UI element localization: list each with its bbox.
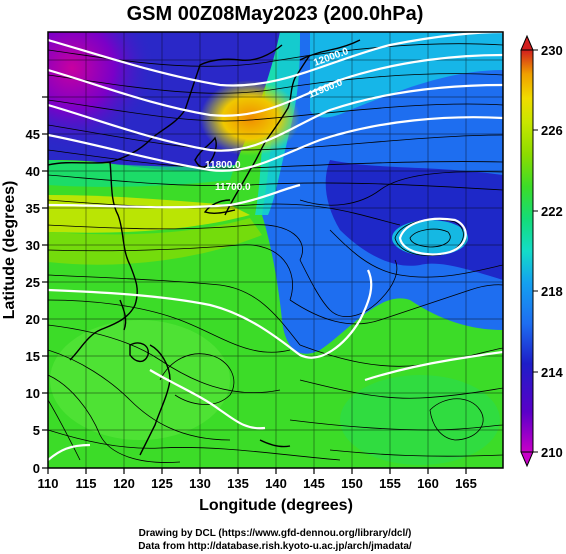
y-tick-label: 40: [26, 164, 40, 179]
x-tick-label: 130: [189, 476, 211, 491]
y-tick-label: 25: [26, 275, 40, 290]
y-tick-label: 15: [26, 349, 40, 364]
footer-credit-dcl: Drawing by DCL (https://www.gfd-dennou.o…: [139, 528, 412, 539]
y-axis: 0 5 10 15 20 25 30 35 40 45 Latitude (de…: [1, 96, 48, 476]
field-northwest-magenta: [48, 32, 168, 152]
colorbar-max-arrow: [520, 34, 534, 51]
x-tick-label: 160: [417, 476, 439, 491]
contour-label: 11800.0: [205, 160, 241, 171]
x-tick-label: 140: [265, 476, 287, 491]
y-tick-label: 5: [33, 423, 40, 438]
x-tick-label: 120: [113, 476, 135, 491]
grid-lines: [48, 32, 503, 468]
colorbar-label: 230: [541, 43, 563, 58]
footer-credit-data: Data from http://database.rish.kyoto-u.a…: [138, 541, 412, 552]
x-tick-label: 155: [379, 476, 401, 491]
colorbar-label: 218: [541, 284, 563, 299]
colorbar-label: 222: [541, 204, 563, 219]
x-axis-label: Longitude (degrees): [199, 497, 353, 514]
field-yellow-band: [48, 195, 250, 233]
y-tick-label: 45: [26, 127, 40, 142]
colorbar-body: [520, 49, 534, 453]
contour-label: 11700.0: [215, 182, 251, 193]
x-axis: 110 115 120 125 130 135 140 145 150 155 …: [38, 468, 477, 514]
field-lime-band: [48, 218, 262, 265]
colorbar-label: 214: [541, 365, 563, 380]
streamlines: [48, 43, 503, 463]
field-warm-core: [200, 80, 300, 156]
y-tick-label: 35: [26, 201, 40, 216]
field-tropical-patch-2: [340, 375, 500, 465]
x-tick-label: 145: [303, 476, 325, 491]
colorbar-label: 210: [541, 445, 563, 460]
map-panel: 12000.0 11900.0 11800.0 11700.0: [48, 32, 503, 468]
colorbar-min-arrow: [520, 451, 534, 468]
y-tick-label: 30: [26, 238, 40, 253]
field-anticyclone: [392, 220, 468, 256]
field-navy-east: [325, 160, 503, 280]
field-tropical-patch-1: [50, 320, 230, 440]
y-tick-label: 10: [26, 386, 40, 401]
x-tick-label: 125: [151, 476, 173, 491]
colorbar-label: 226: [541, 123, 563, 138]
x-tick-label: 115: [76, 476, 97, 491]
colorbar: 230 226 222 218 214 210: [520, 34, 563, 468]
height-contours: [48, 32, 503, 461]
x-tick-label: 150: [341, 476, 363, 491]
y-tick-label: 20: [26, 312, 40, 327]
figure-title: GSM 00Z08May2023 (200.0hPa): [127, 3, 424, 25]
x-tick-label: 110: [38, 476, 59, 491]
y-tick-label: 0: [33, 461, 40, 476]
y-axis-label: Latitude (degrees): [1, 181, 18, 320]
x-tick-label: 135: [227, 476, 249, 491]
x-tick-label: 165: [455, 476, 477, 491]
